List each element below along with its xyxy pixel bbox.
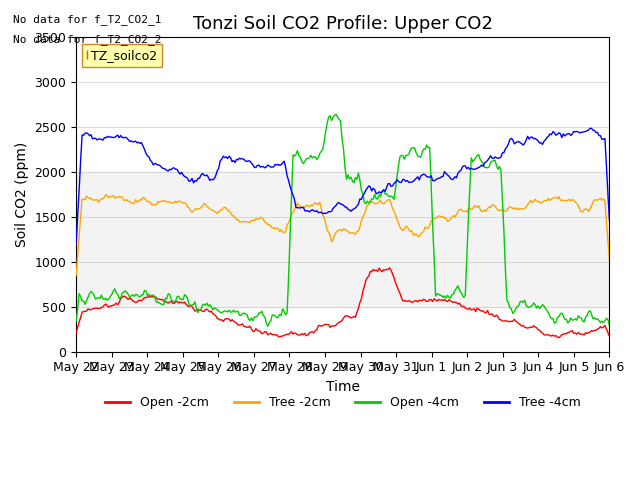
Text: No data for f_T2_CO2_2: No data for f_T2_CO2_2 bbox=[13, 34, 161, 45]
Title: Tonzi Soil CO2 Profile: Upper CO2: Tonzi Soil CO2 Profile: Upper CO2 bbox=[193, 15, 493, 33]
X-axis label: Time: Time bbox=[326, 380, 360, 394]
Y-axis label: Soil CO2 (ppm): Soil CO2 (ppm) bbox=[15, 142, 29, 247]
Legend: Open -2cm, Tree -2cm, Open -4cm, Tree -4cm: Open -2cm, Tree -2cm, Open -4cm, Tree -4… bbox=[100, 391, 586, 414]
Bar bbox=[76, 172, 609, 307]
Text: No data for f_T2_CO2_1: No data for f_T2_CO2_1 bbox=[13, 14, 161, 25]
